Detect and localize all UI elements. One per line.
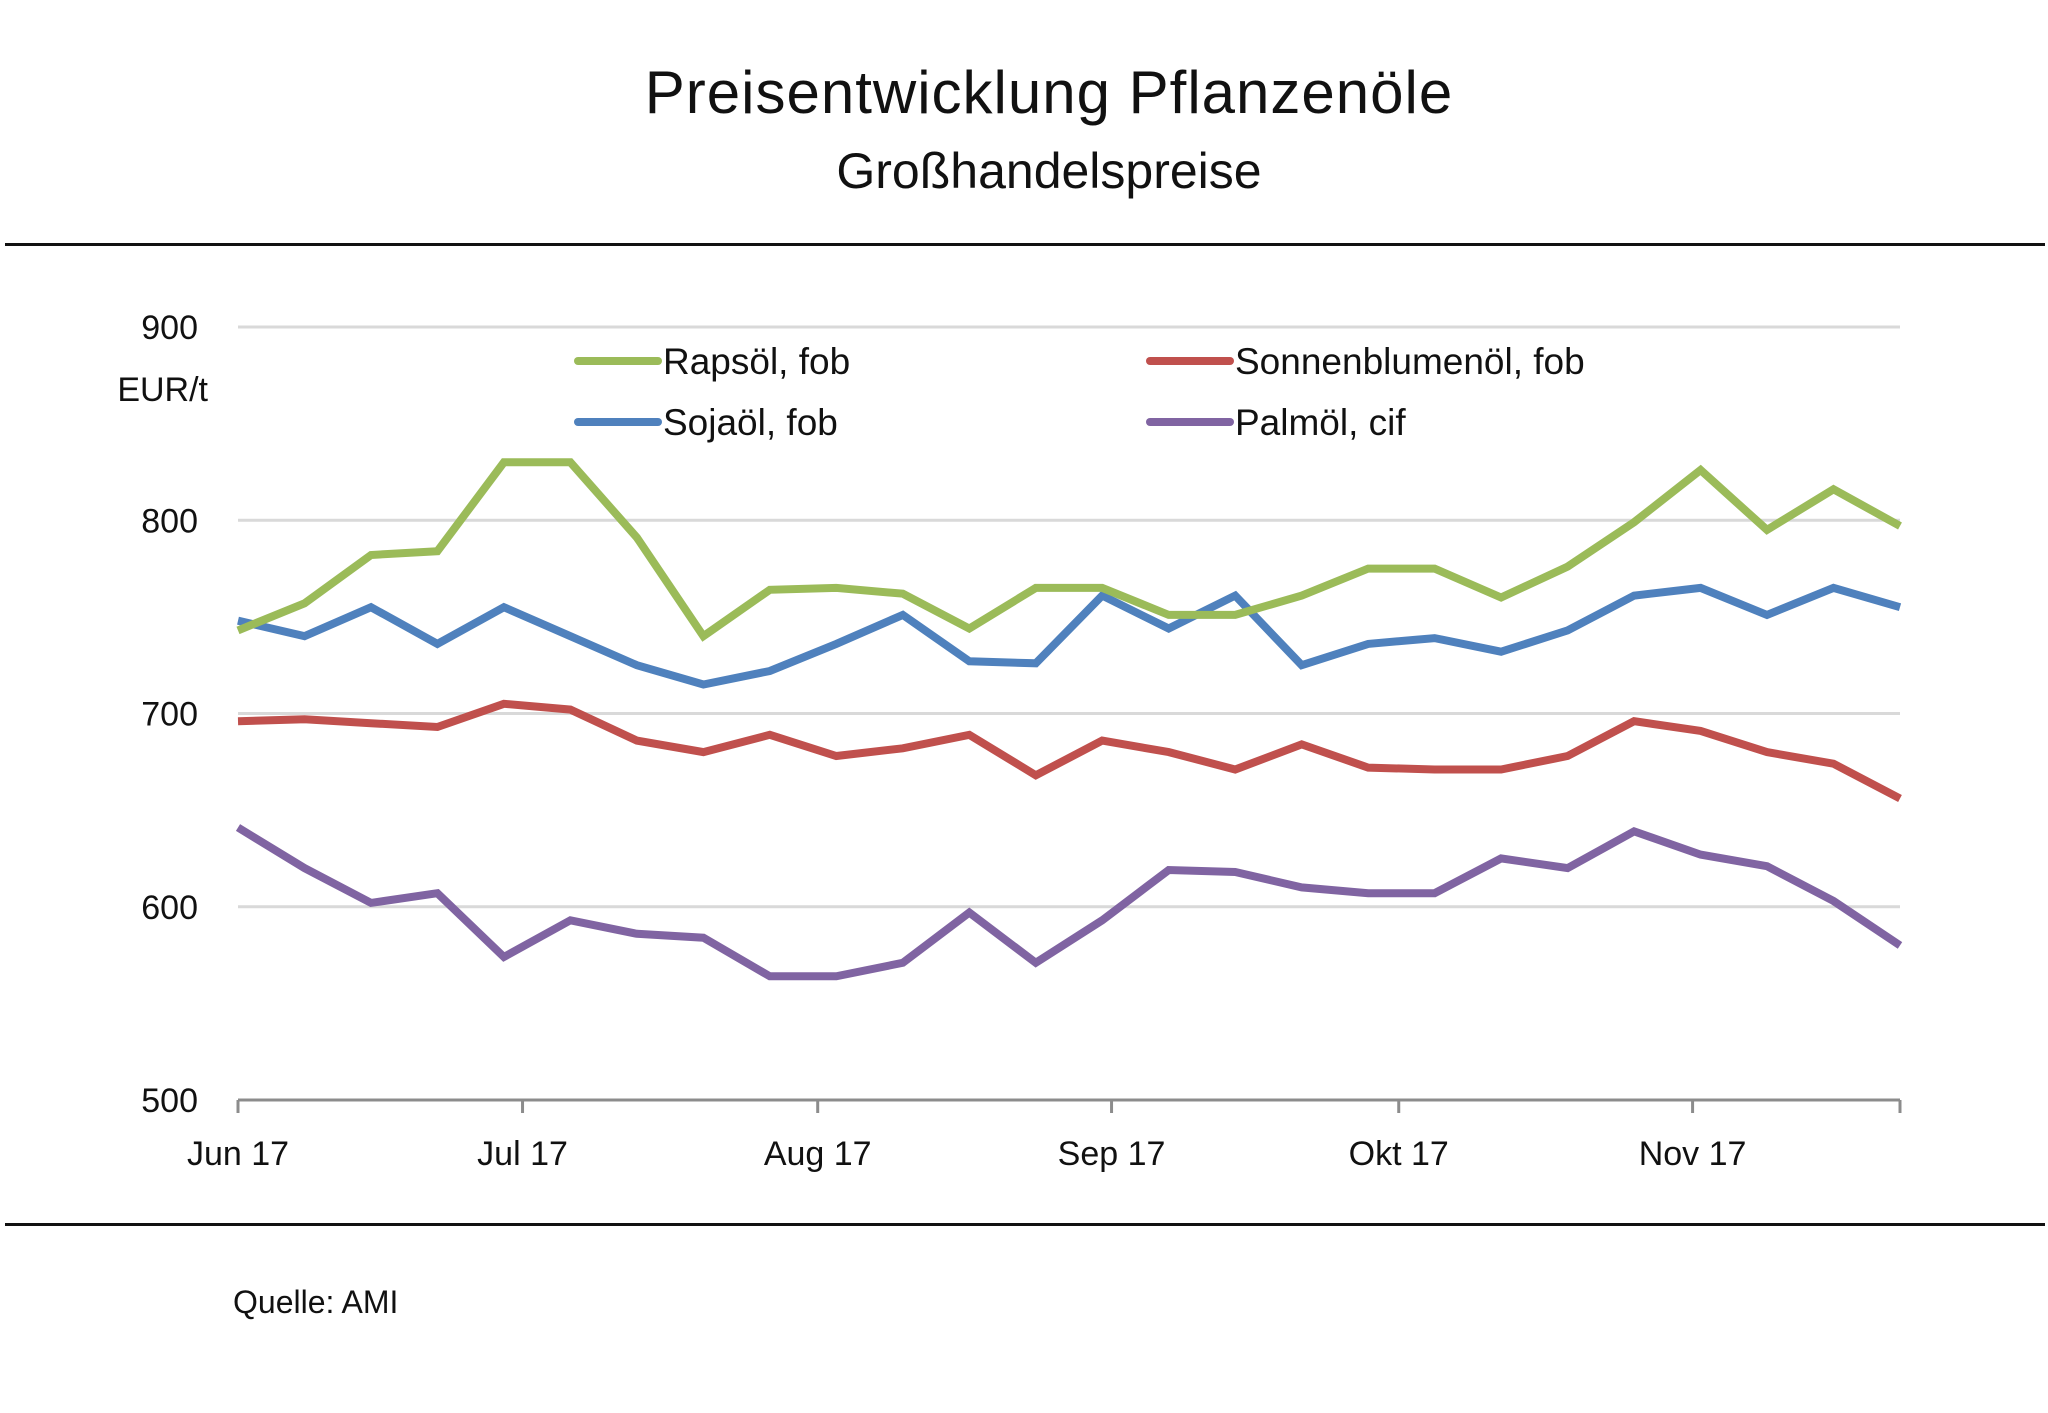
y-axis-label: EUR/t <box>117 371 208 409</box>
x-tick-label: Okt 17 <box>1349 1135 1449 1173</box>
y-tick-label: 500 <box>141 1082 198 1120</box>
legend-label: Sonnenblumenöl, fob <box>1235 341 1585 382</box>
y-tick-label: 800 <box>141 502 198 540</box>
bottom-divider <box>5 1223 2045 1226</box>
series-line-1 <box>237 699 1902 803</box>
legend-label: Rapsöl, fob <box>663 341 850 382</box>
chart-subtitle: Großhandelspreise <box>836 143 1262 199</box>
y-tick-label: 700 <box>141 696 198 734</box>
legend-label: Palmöl, cif <box>1235 402 1406 443</box>
x-tick-label: Jun 17 <box>187 1135 289 1173</box>
gridlines <box>238 325 1900 909</box>
x-tick-label: Aug 17 <box>764 1135 872 1173</box>
source-note: Quelle: AMI <box>233 1284 399 1320</box>
series-line-2 <box>237 583 1902 689</box>
x-tick-label: Sep 17 <box>1058 1135 1166 1173</box>
x-tick-label: Jul 17 <box>477 1135 568 1173</box>
x-axis: Jun 17 Jul 17 Aug 17 Sep 17 Okt 17 Nov 17 <box>187 1098 1902 1173</box>
y-tick-label: 900 <box>141 309 198 347</box>
chart-title: Preisentwicklung Pflanzenöle <box>644 59 1454 126</box>
legend: Rapsöl, fob Sonnenblumenöl, fob Sojaöl, fo… <box>574 341 1585 443</box>
top-divider <box>5 243 2045 246</box>
y-tick-label: 600 <box>141 889 198 927</box>
x-tick-label: Nov 17 <box>1639 1135 1747 1173</box>
series-line-0 <box>236 458 1902 642</box>
legend-label: Sojaöl, fob <box>663 402 838 443</box>
y-axis: 500 600 700 800 900 <box>141 309 198 1120</box>
series-line-3 <box>235 824 1903 981</box>
series-lines <box>235 458 1903 981</box>
